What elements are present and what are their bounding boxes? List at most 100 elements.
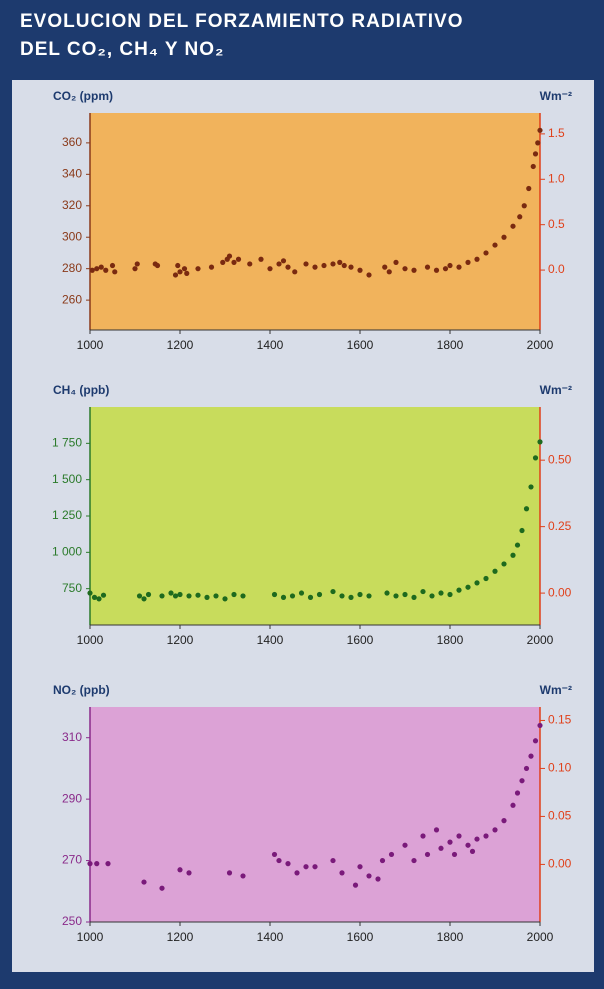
data-point — [330, 261, 335, 266]
data-point — [533, 455, 538, 460]
data-point — [312, 864, 317, 869]
data-point — [303, 261, 308, 266]
x-tick-label: 1000 — [77, 338, 104, 352]
data-point — [515, 790, 520, 795]
data-point — [474, 836, 479, 841]
data-point — [204, 595, 209, 600]
data-point — [195, 593, 200, 598]
x-tick-label: 1200 — [167, 633, 194, 647]
data-point — [321, 263, 326, 268]
data-point — [537, 439, 542, 444]
data-point — [447, 592, 452, 597]
title-line: DEL CO₂, CH₄ Y NO₂ — [20, 39, 224, 60]
data-point — [474, 580, 479, 585]
data-point — [465, 843, 470, 848]
y2-tick-label: 0.00 — [548, 857, 572, 871]
data-point — [146, 592, 151, 597]
data-point — [443, 266, 448, 271]
data-point — [267, 266, 272, 271]
data-point — [330, 858, 335, 863]
x-tick-label: 1800 — [437, 930, 464, 944]
x-tick-label: 1200 — [167, 930, 194, 944]
data-point — [175, 263, 180, 268]
data-point — [272, 852, 277, 857]
data-point — [510, 553, 515, 558]
data-point — [510, 224, 515, 229]
data-point — [402, 266, 407, 271]
data-point — [339, 593, 344, 598]
y-tick-label: 280 — [62, 261, 82, 275]
data-point — [281, 258, 286, 263]
data-point — [519, 778, 524, 783]
y2-axis-label: Wm⁻² — [540, 383, 572, 397]
data-point — [425, 852, 430, 857]
x-tick-label: 2000 — [527, 633, 554, 647]
data-point — [501, 561, 506, 566]
data-point — [330, 589, 335, 594]
data-point — [195, 266, 200, 271]
data-point — [348, 595, 353, 600]
y-tick-label: 260 — [62, 292, 82, 306]
data-point — [94, 266, 99, 271]
data-point — [258, 257, 263, 262]
data-point — [159, 886, 164, 891]
data-point — [528, 484, 533, 489]
data-point — [387, 269, 392, 274]
data-point — [411, 595, 416, 600]
data-point — [434, 268, 439, 273]
data-point — [312, 265, 317, 270]
data-point — [96, 596, 101, 601]
data-point — [173, 272, 178, 277]
data-point — [222, 596, 227, 601]
y2-axis-label: Wm⁻² — [540, 683, 572, 697]
data-point — [213, 593, 218, 598]
x-tick-label: 1800 — [437, 338, 464, 352]
data-point — [110, 263, 115, 268]
data-point — [533, 738, 538, 743]
data-point — [276, 858, 281, 863]
data-point — [470, 849, 475, 854]
data-point — [236, 257, 241, 262]
data-point — [227, 253, 232, 258]
x-tick-label: 1000 — [77, 633, 104, 647]
data-point — [272, 592, 277, 597]
data-point — [366, 272, 371, 277]
data-point — [177, 269, 182, 274]
x-tick-label: 1400 — [257, 930, 284, 944]
data-point — [353, 883, 358, 888]
data-point — [456, 588, 461, 593]
data-point — [220, 260, 225, 265]
data-point — [92, 595, 97, 600]
x-tick-label: 1600 — [347, 338, 374, 352]
data-point — [87, 590, 92, 595]
data-point — [159, 593, 164, 598]
data-point — [380, 858, 385, 863]
data-point — [101, 593, 106, 598]
data-point — [285, 861, 290, 866]
data-point — [168, 590, 173, 595]
data-point — [537, 128, 542, 133]
data-point — [94, 861, 99, 866]
data-point — [87, 861, 92, 866]
data-point — [438, 590, 443, 595]
data-point — [357, 592, 362, 597]
data-point — [492, 569, 497, 574]
data-point — [524, 506, 529, 511]
data-point — [294, 870, 299, 875]
data-point — [103, 268, 108, 273]
data-point — [411, 268, 416, 273]
data-point — [501, 818, 506, 823]
data-point — [519, 528, 524, 533]
data-point — [447, 263, 452, 268]
y-tick-label: 1 250 — [52, 508, 82, 522]
data-point — [531, 164, 536, 169]
y-axis-label: CH₄ (ppb) — [53, 383, 109, 397]
y-tick-label: 750 — [62, 581, 82, 595]
data-point — [182, 266, 187, 271]
data-point — [209, 265, 214, 270]
data-point — [465, 585, 470, 590]
data-point — [173, 593, 178, 598]
data-point — [447, 840, 452, 845]
y-tick-label: 290 — [62, 791, 82, 805]
data-point — [510, 803, 515, 808]
